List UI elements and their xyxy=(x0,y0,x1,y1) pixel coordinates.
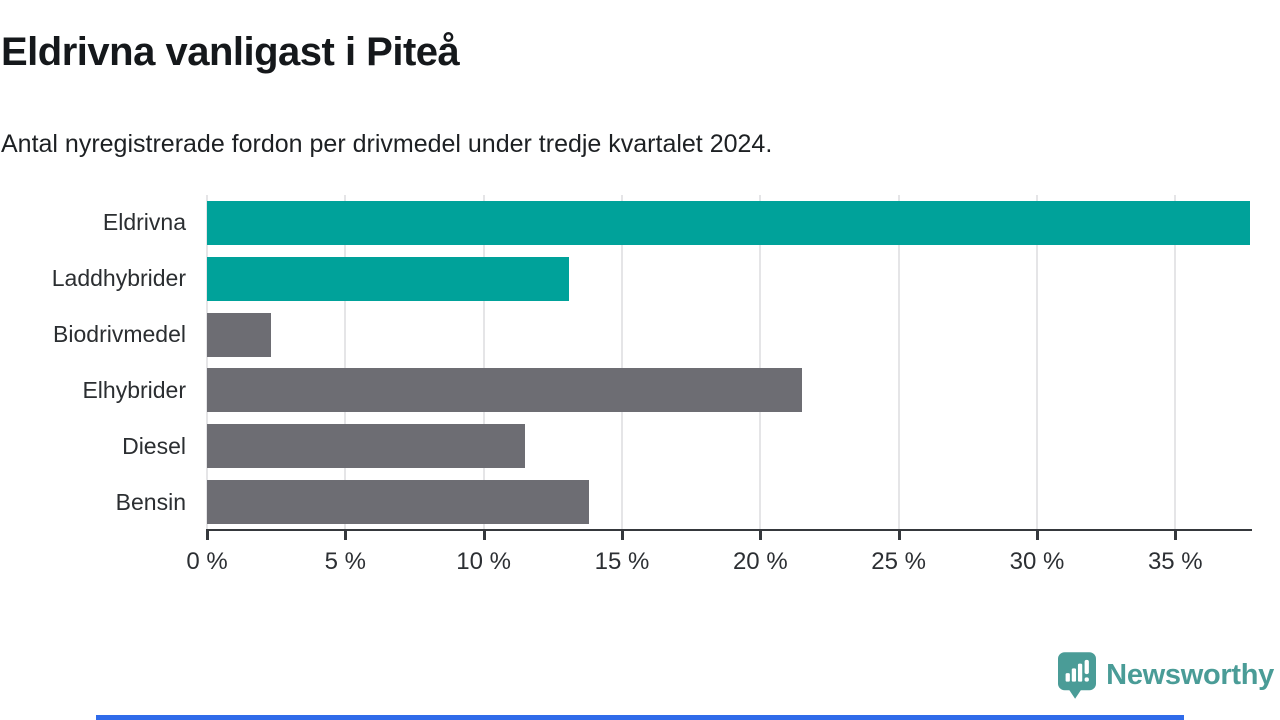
x-axis-tick xyxy=(206,531,209,540)
x-axis-line xyxy=(206,529,1252,531)
gridline xyxy=(344,195,347,530)
bar-eldrivna xyxy=(207,200,1250,245)
chart-title: Eldrivna vanligast i Piteå xyxy=(1,30,460,74)
category-label: Diesel xyxy=(122,432,186,459)
category-label: Bensin xyxy=(115,488,186,515)
x-axis-tick xyxy=(759,531,763,540)
x-axis-tick xyxy=(897,531,901,540)
x-axis-tick-label: 15 % xyxy=(594,548,650,575)
x-axis-tick xyxy=(620,531,624,540)
gridline xyxy=(620,195,623,530)
bar-laddhybrider xyxy=(207,256,570,301)
x-axis-tick-label: 25 % xyxy=(871,548,926,575)
bar-elhybrider xyxy=(207,368,802,413)
chart-subtitle: Antal nyregistrerade fordon per drivmede… xyxy=(1,130,773,158)
gridline xyxy=(482,195,485,530)
x-axis-tick xyxy=(344,531,348,540)
newsworthy-wordmark: Newsworthy xyxy=(1106,659,1274,691)
x-axis-tick xyxy=(1174,531,1178,540)
x-axis-tick-label: 0 % xyxy=(186,548,228,575)
plot-area xyxy=(206,195,1250,530)
category-label: Biodrivmedel xyxy=(53,321,186,348)
x-axis-tick-label: 20 % xyxy=(732,548,788,575)
x-axis-tick-label: 10 % xyxy=(456,548,512,575)
gridline xyxy=(1174,195,1177,530)
x-axis-tick xyxy=(482,531,486,540)
gridline xyxy=(897,195,900,530)
gridline xyxy=(206,195,208,530)
bar-diesel xyxy=(207,424,526,469)
bar-biodrivmedel xyxy=(207,312,271,357)
x-axis-tick-label: 35 % xyxy=(1147,548,1203,575)
gridline xyxy=(1035,195,1038,530)
newsworthy-logo: Newsworthy xyxy=(1058,652,1274,699)
category-label: Elhybrider xyxy=(82,376,186,403)
newsworthy-bubble-icon xyxy=(1058,652,1097,699)
category-label: Laddhybrider xyxy=(51,265,186,292)
bottom-accent-bar xyxy=(96,715,1184,720)
x-axis-tick-label: 30 % xyxy=(1009,548,1065,575)
category-labels: Eldrivna Laddhybrider Biodrivmedel Elhybrid… xyxy=(0,195,196,530)
gridline xyxy=(759,195,762,530)
x-axis-tick-label: 5 % xyxy=(324,548,367,575)
category-label: Eldrivna xyxy=(102,209,186,236)
bar-bensin xyxy=(207,480,589,525)
x-axis-tick xyxy=(1035,531,1039,540)
